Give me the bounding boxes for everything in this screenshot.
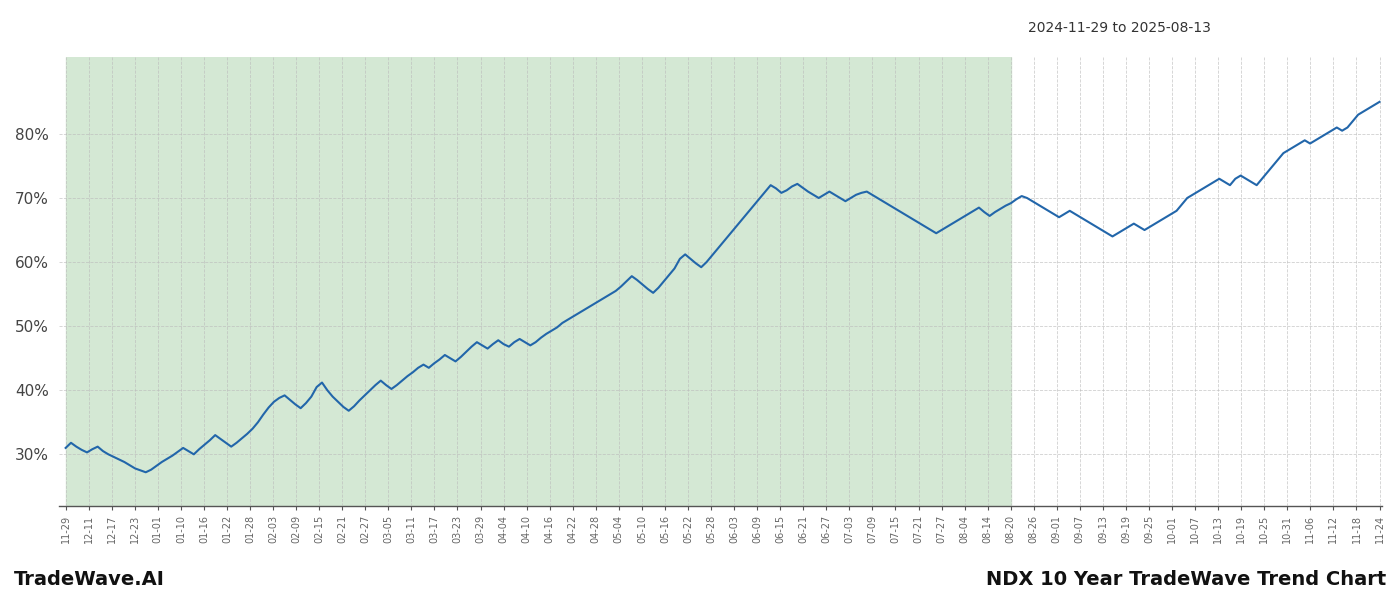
Bar — [66, 57, 1011, 506]
Text: TradeWave.AI: TradeWave.AI — [14, 570, 165, 589]
Text: 2024-11-29 to 2025-08-13: 2024-11-29 to 2025-08-13 — [1028, 21, 1211, 35]
Text: NDX 10 Year TradeWave Trend Chart: NDX 10 Year TradeWave Trend Chart — [986, 570, 1386, 589]
